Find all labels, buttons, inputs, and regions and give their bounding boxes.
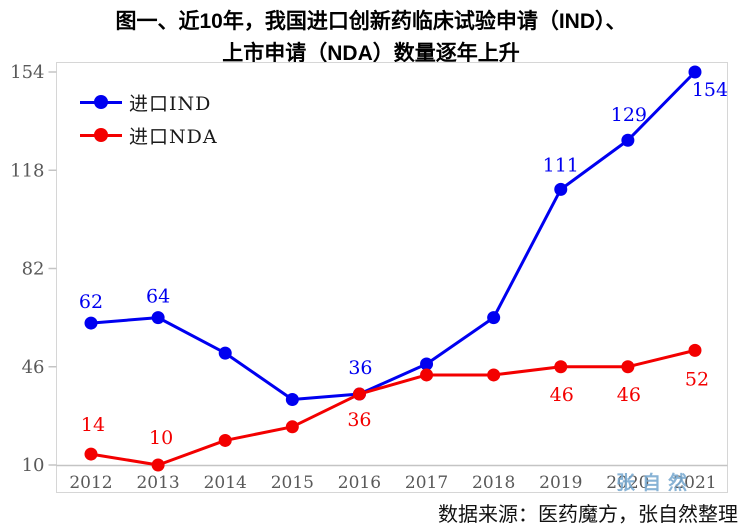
chart-title-line1: 图一、近10年，我国进口创新药临床试验申请（IND）、: [115, 10, 627, 33]
x-tick-label: 2012: [69, 473, 112, 493]
chart-title: 图一、近10年，我国进口创新药临床试验申请（IND）、 上市申请（NDA）数量逐…: [0, 6, 742, 69]
data-label-nda: 10: [149, 427, 173, 449]
data-point-nda: [84, 447, 98, 461]
data-point-ind: [487, 311, 501, 325]
data-point-ind: [688, 65, 702, 79]
y-tick-label: 154: [10, 62, 44, 83]
legend-item-ind: 进口IND: [80, 90, 218, 115]
x-tick-label: 2014: [204, 473, 247, 493]
data-label-nda: 36: [347, 409, 371, 431]
x-tick-label: 2013: [136, 473, 179, 493]
data-label-ind: 129: [611, 104, 647, 126]
x-tick-label: 2017: [405, 473, 448, 493]
data-point-ind: [554, 182, 568, 196]
x-tick-label: 2020: [606, 473, 649, 493]
data-label-nda: 46: [617, 384, 641, 406]
legend-label: 进口IND: [129, 92, 212, 115]
data-label-nda: 46: [550, 384, 574, 406]
data-point-nda: [151, 458, 165, 472]
data-point-ind: [84, 316, 98, 330]
y-tick-label: 46: [22, 357, 45, 378]
x-tick-label: 2021: [673, 473, 716, 493]
data-point-nda: [554, 360, 568, 374]
data-label-nda: 14: [81, 414, 105, 436]
legend-label: 进口NDA: [129, 125, 218, 148]
data-point-nda: [688, 343, 702, 357]
chart-title-line2: 上市申请（NDA）数量逐年上升: [222, 41, 520, 65]
data-point-nda: [420, 368, 434, 382]
x-tick-label: 2019: [539, 473, 582, 493]
data-label-nda: 52: [685, 368, 709, 390]
data-point-ind: [285, 393, 299, 406]
data-point-nda: [218, 433, 232, 447]
source-note: 数据来源：医药魔方，张自然整理: [438, 502, 738, 526]
data-label-ind: 154: [692, 79, 728, 101]
series-line-nda: [90, 348, 696, 467]
data-point-ind: [621, 133, 635, 147]
data-label-ind: 62: [79, 291, 103, 313]
series-line-ind: [90, 70, 697, 401]
x-tick-label: 2018: [472, 473, 515, 493]
y-tick-label: 118: [10, 160, 44, 181]
watermark: 张自然: [616, 472, 695, 494]
y-tick-label: 82: [22, 259, 45, 280]
data-label-ind: 64: [146, 286, 170, 308]
x-tick-label: 2016: [338, 473, 381, 493]
data-point-nda: [487, 368, 501, 382]
y-tick-label: 10: [22, 455, 45, 476]
data-point-ind: [218, 346, 232, 360]
data-point-nda: [285, 420, 299, 434]
plot-border: [56, 62, 728, 493]
data-label-ind: 111: [543, 154, 579, 176]
data-point-nda: [352, 387, 366, 401]
legend-marker-icon: [80, 128, 122, 142]
data-label-ind: 36: [348, 357, 372, 379]
data-point-ind: [151, 311, 165, 325]
legend-marker-icon: [80, 95, 122, 109]
data-point-nda: [621, 360, 635, 374]
x-tick-label: 2015: [271, 473, 314, 493]
legend-item-nda: 进口NDA: [80, 123, 218, 148]
legend: 进口IND 进口NDA: [80, 90, 218, 156]
data-point-ind: [420, 357, 434, 371]
